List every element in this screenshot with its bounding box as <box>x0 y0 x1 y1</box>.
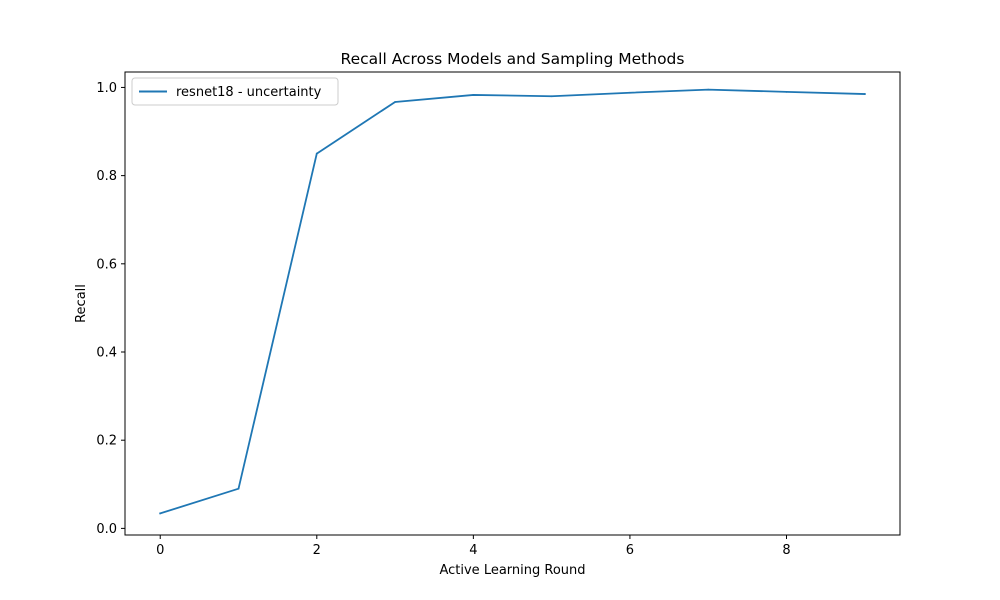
data-point <box>237 487 240 490</box>
axes-frame <box>124 71 901 536</box>
data-point <box>472 94 475 96</box>
plot-area <box>124 71 901 536</box>
series-line <box>159 88 866 515</box>
y-tick-label: 0.0 <box>96 522 117 537</box>
x-tick-label: 8 <box>782 543 790 558</box>
legend: resnet18 - uncertainty <box>131 77 339 106</box>
legend-box <box>131 77 339 106</box>
data-point <box>785 90 788 93</box>
data-point <box>550 95 553 98</box>
x-tick-label: 4 <box>469 543 477 558</box>
y-tick-label: 0.6 <box>96 257 117 272</box>
data-point <box>629 91 631 94</box>
y-axis-ticks: 0.0 0.2 0.4 0.6 0.8 1.0 <box>96 81 125 537</box>
y-tick-label: 0.8 <box>96 169 117 184</box>
y-axis-label: Recall <box>74 284 89 323</box>
y-tick-label: 1.0 <box>96 81 117 96</box>
x-tick-label: 0 <box>156 543 164 558</box>
data-point <box>707 88 710 91</box>
y-tick-label: 0.2 <box>96 434 117 449</box>
data-point <box>315 152 318 155</box>
y-tick-label: 0.4 <box>96 346 117 361</box>
series-layer <box>159 88 866 515</box>
data-point <box>159 512 162 515</box>
data-point <box>863 93 866 95</box>
chart-title: Recall Across Models and Sampling Method… <box>341 50 685 68</box>
x-axis-ticks: 0 2 4 6 8 <box>156 535 791 558</box>
x-axis-label: Active Learning Round <box>439 563 585 578</box>
legend-label: resnet18 - uncertainty <box>176 85 322 100</box>
data-point <box>394 101 396 103</box>
x-tick-label: 6 <box>626 543 634 558</box>
x-tick-label: 2 <box>313 543 321 558</box>
